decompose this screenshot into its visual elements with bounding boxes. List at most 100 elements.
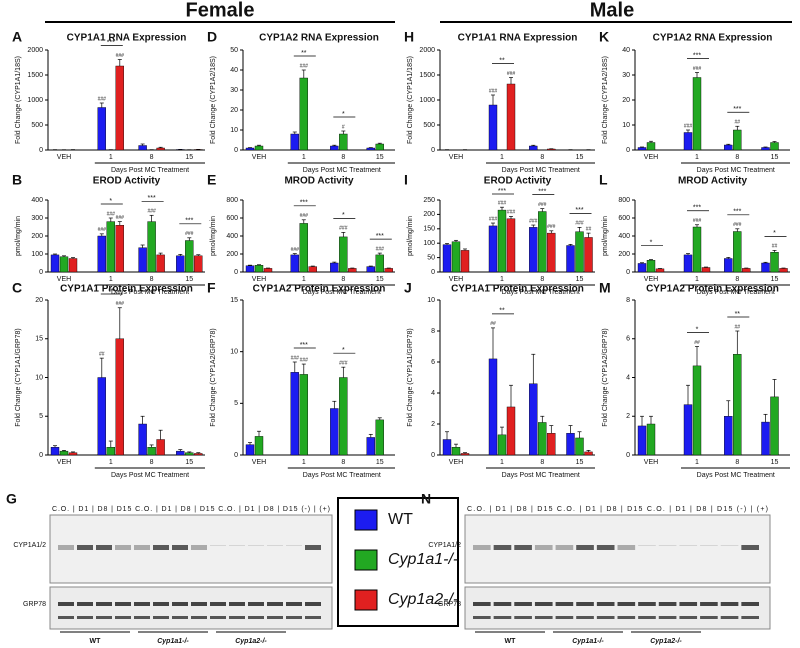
bar bbox=[147, 447, 156, 456]
bar bbox=[254, 145, 264, 151]
band bbox=[555, 602, 574, 606]
x-tick-label: 8 bbox=[540, 154, 544, 161]
band bbox=[658, 545, 677, 546]
y-tick-label: 100 bbox=[423, 240, 435, 247]
y-tick-label: 400 bbox=[618, 233, 630, 240]
band bbox=[58, 616, 74, 619]
band bbox=[153, 545, 169, 550]
panel-title: MROD Activity bbox=[678, 176, 748, 187]
y-tick-label: 10 bbox=[230, 349, 238, 356]
significance-label: *** bbox=[693, 52, 701, 59]
bar bbox=[299, 77, 308, 151]
y-tick-label: 30 bbox=[230, 87, 238, 94]
legend-label: WT bbox=[388, 511, 413, 528]
band bbox=[700, 602, 718, 606]
band bbox=[229, 545, 245, 546]
y-tick-label: 250 bbox=[423, 197, 435, 204]
x-tick-label: 1 bbox=[500, 276, 504, 283]
band bbox=[305, 616, 321, 619]
band bbox=[679, 545, 698, 546]
band bbox=[741, 545, 759, 550]
y-tick-label: 4 bbox=[431, 390, 435, 397]
x-tick-label: 8 bbox=[150, 276, 154, 283]
band bbox=[720, 545, 739, 546]
y-tick-label: 0 bbox=[431, 452, 435, 459]
x-axis-label: Days Post MC Treatment bbox=[502, 289, 580, 296]
bar bbox=[330, 408, 339, 456]
band bbox=[720, 602, 739, 606]
significance-label: ### bbox=[116, 301, 125, 307]
y-tick-label: 0 bbox=[39, 269, 43, 276]
bar bbox=[254, 265, 264, 273]
band bbox=[248, 616, 264, 619]
y-tick-label: 4 bbox=[626, 374, 630, 381]
lane-labels: C.O. | D1 | D8 | D15 C.O. | D1 | D8 | D1… bbox=[52, 506, 330, 513]
bar bbox=[547, 232, 556, 273]
panel-title: EROD Activity bbox=[484, 176, 552, 187]
panel-letter: A bbox=[12, 29, 22, 45]
y-tick-label: 2000 bbox=[419, 47, 435, 54]
bar bbox=[460, 250, 470, 273]
y-axis-label: pmol/mg/min bbox=[210, 216, 217, 256]
band bbox=[534, 545, 553, 550]
band bbox=[305, 545, 321, 550]
bar bbox=[529, 383, 538, 456]
x-axis-label: Days Post MC Treatment bbox=[111, 472, 189, 479]
y-tick-label: 50 bbox=[427, 254, 435, 261]
x-tick-label: VEH bbox=[57, 276, 71, 283]
y-axis-label: Fold Change (CYP1A2/18S) bbox=[602, 56, 609, 144]
panel-letter: G bbox=[6, 491, 17, 507]
y-tick-label: 2000 bbox=[27, 47, 43, 54]
band bbox=[534, 616, 553, 619]
bar bbox=[59, 450, 69, 456]
bar bbox=[497, 434, 507, 456]
bar bbox=[138, 145, 147, 151]
bar bbox=[779, 268, 788, 273]
y-tick-label: 0 bbox=[431, 147, 435, 154]
x-tick-label: 1 bbox=[695, 154, 699, 161]
y-tick-label: 50 bbox=[230, 47, 238, 54]
y-axis-label: Fold Change (CYP1A1/GRP78) bbox=[407, 328, 414, 426]
x-tick-label: VEH bbox=[449, 276, 463, 283]
band bbox=[172, 602, 188, 606]
panel-letter: H bbox=[404, 29, 414, 45]
y-axis-label: Fold Change (CYP1A1/GRP78) bbox=[15, 328, 22, 426]
band bbox=[153, 616, 169, 619]
y-tick-label: 200 bbox=[423, 211, 435, 218]
band bbox=[493, 616, 512, 619]
band bbox=[210, 616, 226, 619]
significance-label: * bbox=[650, 239, 653, 246]
significance-label: ### bbox=[116, 53, 125, 59]
bar bbox=[339, 377, 348, 456]
band bbox=[720, 616, 739, 619]
significance-label: ### bbox=[98, 96, 107, 102]
significance-label: ### bbox=[684, 123, 693, 129]
panel-letter: B bbox=[12, 172, 22, 188]
bar bbox=[384, 268, 393, 273]
panel-title: CYP1A2 Protein Expression bbox=[646, 284, 779, 295]
significance-label: ### bbox=[489, 88, 498, 94]
group-label: Cyp1a1-/- bbox=[157, 638, 189, 645]
significance-label: * bbox=[342, 347, 345, 354]
band bbox=[741, 602, 759, 606]
band-label: CYP1A1/2 bbox=[13, 542, 46, 549]
y-tick-label: 8 bbox=[431, 328, 435, 335]
y-tick-label: 1000 bbox=[419, 97, 435, 104]
bar bbox=[529, 145, 538, 151]
band bbox=[493, 545, 512, 550]
x-tick-label: 8 bbox=[341, 459, 345, 466]
panel-title: CYP1A1 RNA Expression bbox=[67, 33, 187, 44]
y-tick-label: 10 bbox=[622, 122, 630, 129]
significance-label: ** bbox=[108, 288, 114, 295]
bar bbox=[566, 245, 575, 273]
y-tick-label: 0 bbox=[626, 452, 630, 459]
y-tick-label: 400 bbox=[226, 233, 238, 240]
bar bbox=[529, 227, 538, 273]
significance-label: *** bbox=[300, 342, 308, 349]
band bbox=[96, 616, 112, 619]
band bbox=[617, 616, 636, 619]
bar bbox=[442, 439, 452, 456]
band bbox=[267, 616, 283, 619]
y-tick-label: 20 bbox=[622, 97, 630, 104]
x-tick-label: VEH bbox=[252, 459, 266, 466]
